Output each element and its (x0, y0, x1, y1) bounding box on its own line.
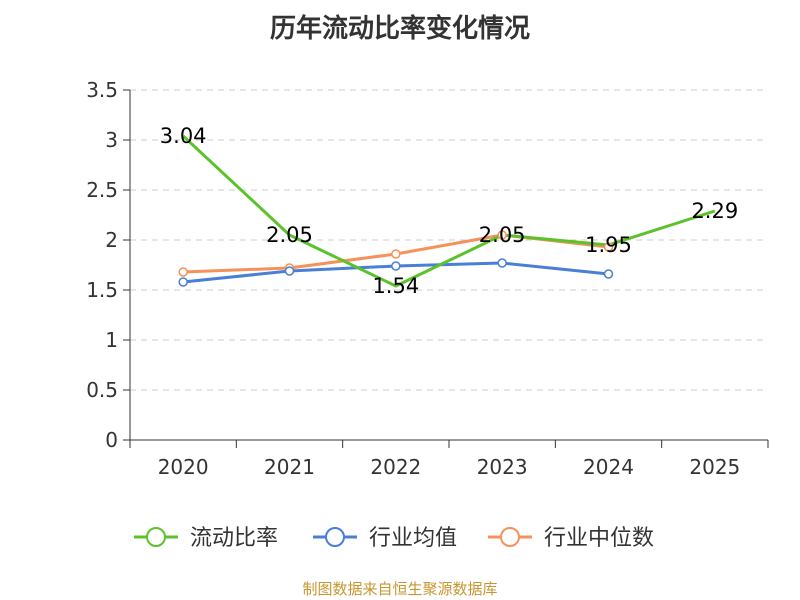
y-tick-label: 0.5 (86, 378, 118, 402)
chart-title: 历年流动比率变化情况 (269, 14, 530, 44)
legend-item-1[interactable]: 行业均值 (313, 526, 457, 551)
legend-label: 行业均值 (369, 526, 457, 551)
data-label: 1.95 (585, 233, 632, 257)
data-labels: 3.04 2.05 1.54 2.05 1.95 2.29 (160, 124, 738, 298)
y-tick-label: 3 (105, 128, 118, 152)
legend-marker (146, 527, 166, 547)
x-tick-label: 2022 (370, 455, 421, 479)
y-tick-label: 2.5 (86, 178, 118, 202)
data-point (284, 266, 295, 276)
data-point (391, 249, 401, 259)
data-label: 3.04 (160, 124, 207, 148)
series-points (178, 230, 614, 287)
x-tick-labels: 2020 2021 2022 2023 2024 2025 (158, 455, 741, 479)
data-point (603, 242, 614, 252)
x-tick-label: 2024 (583, 455, 634, 479)
y-tick-label: 0 (105, 428, 118, 452)
y-tick-labels: 0 0.5 1 1.5 2 2.5 3 3.5 (86, 78, 118, 452)
x-tick-label: 2021 (264, 455, 315, 479)
data-point (178, 267, 188, 277)
legend-item-0[interactable]: 流动比率 (134, 526, 278, 551)
grid-lines (130, 89, 768, 391)
legend-marker (325, 527, 345, 547)
y-tick-label: 1 (105, 328, 118, 352)
source-note: 制图数据来自恒生聚源数据库 (302, 580, 498, 598)
data-label: 1.54 (372, 274, 419, 298)
data-point (178, 277, 188, 287)
y-tick-label: 2 (105, 228, 118, 252)
data-label: 2.05 (266, 223, 313, 247)
y-tick-label: 3.5 (86, 78, 118, 102)
axes (123, 89, 769, 448)
legend-label: 流动比率 (190, 526, 278, 551)
data-point (497, 258, 507, 268)
x-tick-label: 2023 (477, 455, 528, 479)
data-label: 2.29 (691, 199, 738, 223)
legend: 流动比率 行业均值 行业中位数 (134, 526, 654, 551)
series-lines (182, 134, 716, 288)
data-point (391, 261, 401, 271)
legend-label: 行业中位数 (544, 526, 654, 551)
data-point (497, 230, 507, 240)
x-tick-label: 2020 (158, 455, 209, 479)
data-point (603, 269, 614, 279)
y-tick-label: 1.5 (86, 278, 118, 302)
legend-item-2[interactable]: 行业中位数 (488, 526, 654, 551)
legend-marker (500, 527, 520, 547)
data-label: 2.05 (479, 223, 526, 247)
series-line-0 (182, 134, 716, 288)
x-tick-label: 2025 (689, 455, 740, 479)
